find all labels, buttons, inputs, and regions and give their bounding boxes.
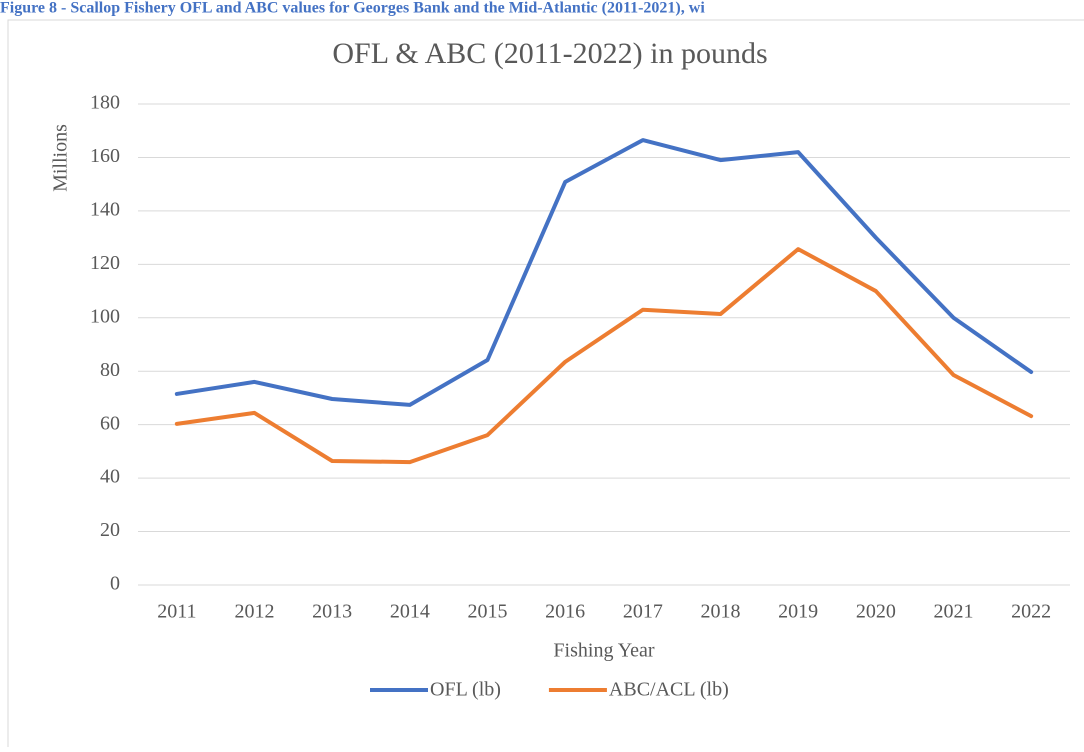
legend-label: ABC/ACL (lb): [609, 679, 729, 701]
x-tick-label: 2011: [157, 601, 196, 623]
x-tick-label: 2013: [312, 601, 352, 623]
x-tick-label: 2014: [390, 601, 430, 623]
x-tick-label: 2021: [934, 601, 974, 623]
y-tick-label: 40: [100, 466, 120, 488]
y-tick-label: 180: [90, 92, 120, 114]
y-tick-label: 160: [90, 145, 120, 167]
x-tick-label: 2022: [1011, 601, 1051, 623]
data-line: [174, 247, 1034, 465]
legend-label: OFL (lb): [430, 679, 501, 701]
x-tick-label: 2018: [701, 601, 741, 623]
y-tick-label: 120: [90, 252, 120, 274]
chart-title: OFL & ABC (2011-2022) in pounds: [332, 37, 767, 70]
y-tick-label: 140: [90, 198, 120, 220]
y-tick-label: 100: [90, 305, 120, 327]
x-tick-label: 2020: [856, 601, 896, 623]
y-tick-label: 0: [110, 573, 120, 595]
y-tick-label: 60: [100, 412, 120, 434]
x-tick-label: 2012: [235, 601, 275, 623]
y-axis-label: Millions: [50, 124, 72, 192]
x-tick-label: 2016: [545, 601, 585, 623]
x-axis-label: Fishing Year: [553, 640, 654, 662]
data-line: [174, 138, 1034, 407]
chart-border: [7, 19, 1084, 752]
x-tick-label: 2017: [623, 601, 663, 623]
x-tick-label: 2015: [468, 601, 508, 623]
y-tick-label: 20: [100, 519, 120, 541]
x-tick-label: 2019: [778, 601, 818, 623]
y-tick-label: 80: [100, 359, 120, 381]
figure-caption: Figure 8 - Scallop Fishery OFL and ABC v…: [0, 0, 705, 17]
